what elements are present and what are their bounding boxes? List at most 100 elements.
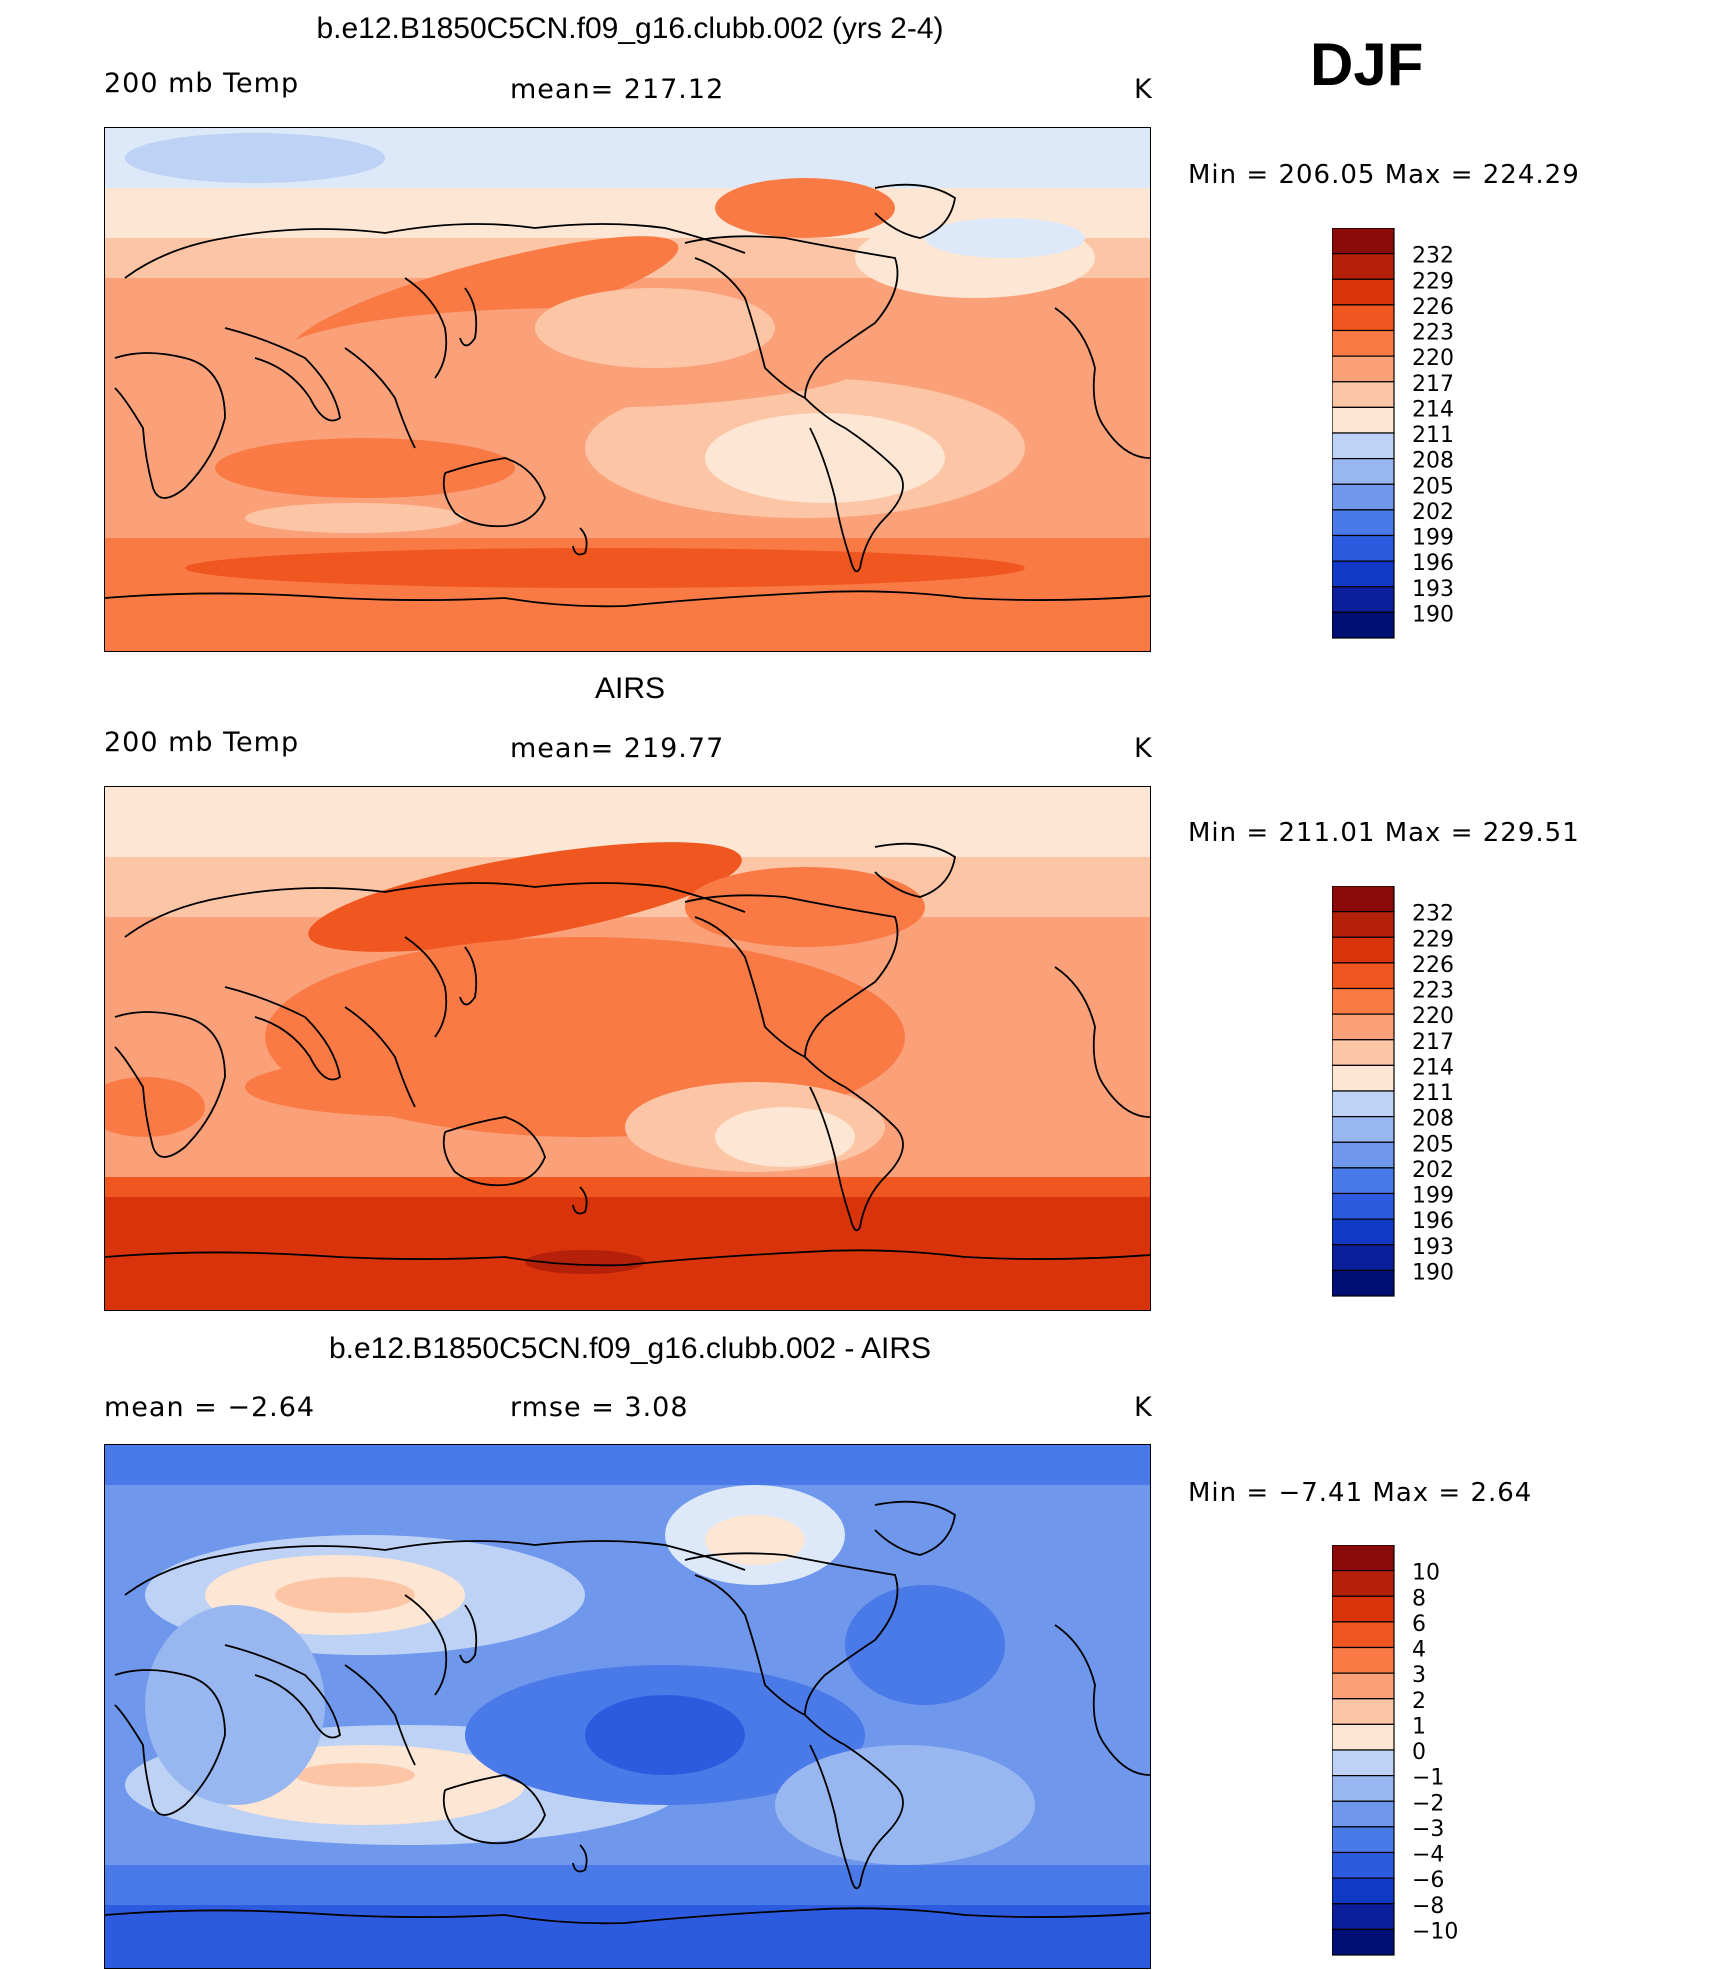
panel-1-minmax: Min = 206.05 Max = 224.29 [1188, 160, 1580, 190]
coastline [124, 882, 746, 938]
colorbar-tick-label: 0 [1412, 1740, 1426, 1765]
coastline [804, 1714, 904, 1890]
colorbar-box [1331, 458, 1395, 485]
colorbar-box [1331, 1851, 1395, 1879]
colorbar-tick-label: 2 [1412, 1689, 1426, 1714]
colorbar-box [1331, 1141, 1395, 1169]
colorbar-tick-label: 220 [1412, 1004, 1454, 1029]
coastline [874, 842, 956, 898]
coastline [124, 223, 746, 279]
coastline [572, 1186, 588, 1215]
colorbar-box [1331, 509, 1395, 537]
coastline [404, 1594, 448, 1696]
colorbar-box [1331, 329, 1395, 357]
colorbar-tick-label: 214 [1412, 1055, 1454, 1080]
contour-region [685, 867, 925, 947]
coastline [114, 1669, 226, 1816]
colorbar-box [1331, 1544, 1395, 1572]
contour-band [105, 1267, 1150, 1310]
contour-region [585, 1695, 745, 1775]
season-label: DJF [1310, 31, 1424, 98]
coastline [224, 1644, 341, 1739]
coastline [459, 946, 478, 1006]
colorbar-tick-label: 202 [1412, 1158, 1454, 1183]
colorbar-tick-label: −4 [1412, 1843, 1444, 1868]
coastline [114, 1011, 226, 1158]
coastline [874, 1500, 956, 1556]
colorbar-box [1331, 1826, 1395, 1854]
colorbar-box [1331, 1218, 1395, 1246]
contour-region [275, 1577, 415, 1613]
coastline [572, 1844, 588, 1873]
panel-3-units: K [1134, 1392, 1153, 1423]
contour-region [105, 1077, 205, 1137]
colorbar-tick-label: 193 [1412, 577, 1454, 602]
colorbar-tick-label: 232 [1412, 244, 1454, 269]
colorbar-tick-label: 223 [1412, 321, 1454, 346]
colorbar-box [1331, 1090, 1395, 1118]
coastline [684, 1552, 899, 1717]
panel-2-map [104, 786, 1151, 1311]
colorbar-box [1331, 483, 1395, 511]
contour-region [705, 413, 945, 503]
colorbar-box [1331, 1570, 1395, 1597]
contour-region [715, 178, 895, 238]
contour-region [925, 218, 1085, 258]
colorbar-box [1331, 1621, 1395, 1649]
colorbar-tick-label: −8 [1412, 1894, 1444, 1919]
panel-1-left-label: 200 mb Temp [104, 68, 300, 99]
colorbar-tick-label: 8 [1412, 1586, 1426, 1611]
colorbar-tick-label: 208 [1412, 1107, 1454, 1132]
colorbar-box [1331, 1167, 1395, 1195]
colorbar-box [1331, 1116, 1395, 1143]
coastline [224, 327, 341, 422]
panel-3-colorbar: 10 8 6 4 3 2 1 0 −1 −2 −3 −4 −6 −8 −10 [1331, 1544, 1502, 1970]
colorbar-tick-label: 217 [1412, 1030, 1454, 1055]
colorbar-box [1331, 1064, 1395, 1092]
colorbar-tick-label: 199 [1412, 526, 1454, 551]
colorbar-tick-label: 202 [1412, 500, 1454, 525]
colorbar-tick-label: 1 [1412, 1714, 1426, 1739]
panel-1-contour-field [105, 128, 1150, 651]
colorbar-box [1331, 885, 1395, 913]
colorbar-tick-label: −2 [1412, 1791, 1444, 1816]
colorbar-tick-label: 229 [1412, 927, 1454, 952]
colorbar-tick-label: 4 [1412, 1638, 1426, 1663]
contour-region [145, 1605, 325, 1805]
coastline [459, 287, 478, 347]
colorbar-box [1331, 1244, 1395, 1271]
panel-2-left-label: 200 mb Temp [104, 727, 300, 758]
coastline [344, 1006, 416, 1108]
contour-region [308, 842, 742, 952]
colorbar-box [1331, 1595, 1395, 1623]
colorbar-tick-label: 205 [1412, 1132, 1454, 1157]
colorbar-tick-label: 214 [1412, 397, 1454, 422]
contour-region [245, 1057, 605, 1117]
coastline [684, 235, 899, 400]
coastline [684, 894, 899, 1059]
coastline [105, 1249, 1150, 1267]
colorbar-box [1331, 1672, 1395, 1700]
panel-3-center-label: rmse = 3.08 [510, 1392, 689, 1423]
colorbar-box [1331, 1013, 1395, 1041]
colorbar-tick-label: 196 [1412, 1209, 1454, 1234]
coastline [404, 936, 448, 1038]
coastline [344, 1664, 416, 1766]
coastline [572, 527, 588, 556]
colorbar-box [1331, 1775, 1395, 1802]
colorbar-box [1331, 1800, 1395, 1828]
contour-band [105, 1905, 1150, 1968]
panel-3-contour-field [105, 1445, 1150, 1968]
colorbar-box [1331, 987, 1395, 1015]
panel-3-minmax: Min = −7.41 Max = 2.64 [1188, 1478, 1533, 1508]
colorbar-box [1331, 355, 1395, 383]
panel-3-map [104, 1444, 1151, 1969]
panel-1-colorbar: 232 229 226 223 220 217 214 211 208 205 202 199 196 1… [1331, 227, 1502, 653]
colorbar-box [1331, 1903, 1395, 1930]
colorbar-tick-label: 196 [1412, 551, 1454, 576]
colorbar-tick-label: 211 [1412, 1081, 1454, 1106]
colorbar-tick-label: 199 [1412, 1184, 1454, 1209]
colorbar-tick-label: 6 [1412, 1612, 1426, 1637]
colorbar-tick-label: 223 [1412, 979, 1454, 1004]
colorbar-tick-label: 211 [1412, 423, 1454, 448]
